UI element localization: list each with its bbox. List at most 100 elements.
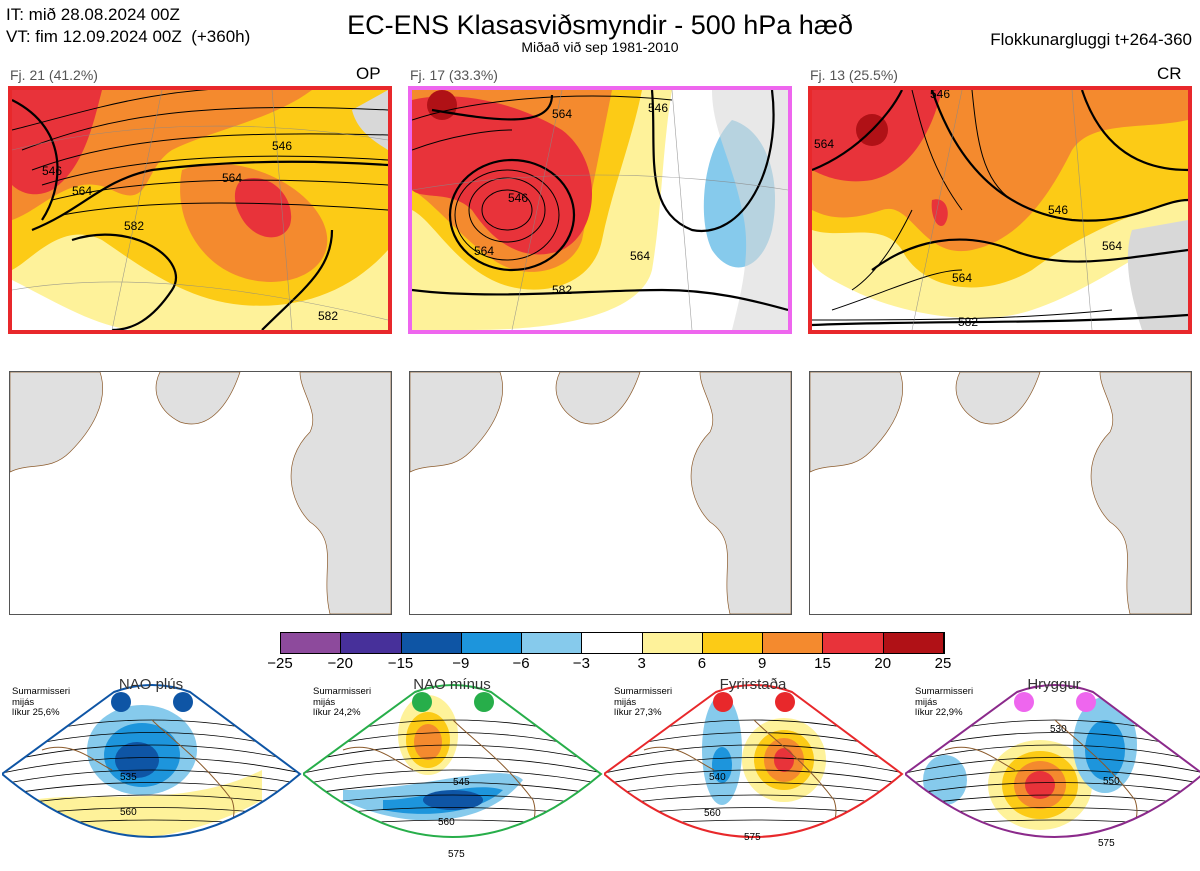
- regime-info-line: mijás: [614, 696, 637, 708]
- contour-label: 546: [930, 90, 950, 101]
- regime-title: NAO plús: [118, 676, 184, 693]
- classification-window: Flokkunargluggi t+264-360: [990, 30, 1192, 49]
- regime-panel: 545 560 575 NAO mínus Sumarmisseri mijás líkur…: [303, 676, 603, 870]
- regime-indicator-dot: [412, 692, 432, 712]
- regime-indicator-dot: [1076, 692, 1096, 712]
- regime-map: 530 550 575: [905, 684, 1200, 849]
- colorbar-tick-label: −25: [267, 655, 293, 672]
- colorbar-swatch: [642, 633, 703, 653]
- valid-time: VT: fim 12.09.2024 00Z (+360h): [6, 27, 251, 46]
- contour-label: 582: [958, 315, 978, 329]
- regime-map: 545 560 575: [303, 684, 603, 860]
- contour-label: 546: [272, 139, 292, 153]
- header-info: IT: mið 28.08.2024 00Z VT: fim 12.09.202…: [6, 4, 250, 48]
- regime-contour-label: 545: [453, 777, 470, 788]
- colorbar-tick-label: −15: [387, 655, 414, 672]
- colorbar-tick-label: −9: [452, 655, 470, 672]
- contour-label: 564: [552, 107, 572, 121]
- colorbar-swatch: [401, 633, 462, 653]
- regime-contour-label: 575: [448, 849, 465, 860]
- regime-contour-label: 575: [744, 832, 761, 843]
- regime-contour-label: 560: [704, 808, 721, 819]
- regime-panel: 540 560 575 Fyrirstaða Sumarmisseri mijás líku…: [604, 676, 904, 870]
- regime-contour-label: 560: [120, 807, 137, 818]
- empty-map-panel-1: [9, 371, 392, 615]
- colorbar-tick-label: 6: [697, 655, 707, 672]
- regime-title: Fyrirstaða: [719, 676, 787, 693]
- colorbar-tick-label: −3: [572, 655, 590, 672]
- regime-info-line: líkur 27,3%: [614, 707, 662, 718]
- regime-contour-label: 540: [709, 772, 726, 783]
- page-subtitle: Miðað við sep 1981-2010: [521, 39, 679, 55]
- contour-label: 546: [508, 191, 528, 205]
- empty-map-panel-2: [409, 371, 792, 615]
- colorbar-swatch: [341, 633, 402, 653]
- regime-indicator-dot: [713, 692, 733, 712]
- regime-info-line: líkur 25,6%: [12, 707, 60, 718]
- cluster-3-label: Fj. 13 (25.5%): [810, 67, 898, 83]
- regime-indicator-dot: [173, 692, 193, 712]
- cluster-2-label: Fj. 17 (33.3%): [410, 67, 498, 83]
- colorbar-swatch: [823, 633, 884, 653]
- colorbar-swatch: [281, 633, 342, 653]
- regime-info-line: Sumarmisseri: [915, 686, 974, 697]
- regime-info-line: líkur 24,2%: [313, 707, 361, 718]
- regime-map: 540 560 575: [604, 684, 904, 843]
- regime-info: Sumarmisseri mijás líkur 25,6%: [12, 686, 71, 719]
- contour-label: 564: [814, 137, 834, 151]
- regime-info-line: Sumarmisseri: [313, 686, 372, 697]
- colorbar-tick-label: 20: [874, 655, 892, 672]
- colorbar-tick-label: 15: [814, 655, 831, 672]
- empty-map-panel-3: [809, 371, 1192, 615]
- regime-title: Hryggur: [1027, 676, 1081, 693]
- colorbar: [280, 632, 945, 654]
- contour-label: 582: [552, 283, 572, 297]
- regime-info-line: Sumarmisseri: [614, 686, 673, 697]
- colorbar-tick-label: 3: [637, 655, 646, 672]
- cluster-3-tag: CR: [1157, 64, 1182, 83]
- contour-label: 546: [42, 164, 62, 178]
- regime-indicator-dot: [775, 692, 795, 712]
- contour-label: 564: [630, 249, 650, 263]
- contour-label: 546: [1048, 203, 1068, 217]
- cluster-1-map: 546 564 582 546 564 582: [8, 86, 392, 334]
- colorbar-tick-label: 9: [758, 655, 767, 672]
- colorbar-swatch: [522, 633, 583, 653]
- contour-label: 564: [1102, 239, 1122, 253]
- colorbar-swatch: [582, 633, 643, 653]
- page-title: EC-ENS Klasasviðsmyndir - 500 hPa hæð: [347, 10, 853, 40]
- regime-info: Sumarmisseri mijás líkur 22,9%: [915, 686, 974, 719]
- regime-indicator-dot: [111, 692, 131, 712]
- regime-info-line: mijás: [915, 696, 938, 708]
- colorbar-tick-label: 25: [934, 655, 952, 672]
- initial-time: IT: mið 28.08.2024 00Z: [6, 5, 180, 24]
- regime-panel: 535 560 NAO plús Sumarmisseri mijás líkur 25,…: [2, 676, 302, 870]
- cluster-2-map: 564 546 546 564 564 582: [408, 86, 792, 334]
- regime-info-line: líkur 22,9%: [915, 707, 963, 718]
- regime-indicator-dot: [1014, 692, 1034, 712]
- regime-contour-label: 535: [120, 772, 137, 783]
- regime-info-line: mijás: [313, 696, 336, 708]
- contour-label: 564: [72, 184, 92, 198]
- regime-indicator-dot: [474, 692, 494, 712]
- regime-contour-label: 550: [1103, 776, 1120, 787]
- contour-label: 564: [222, 171, 242, 185]
- colorbar-tick-label: −20: [327, 655, 353, 672]
- colorbar-swatch: [461, 633, 523, 653]
- contour-label: 564: [474, 244, 494, 258]
- regime-title: NAO mínus: [413, 676, 491, 693]
- contour-label: 546: [648, 101, 668, 115]
- cluster-3-map: 546 564 546 564 564 582: [808, 86, 1192, 334]
- cluster-1-label: Fj. 21 (41.2%): [10, 67, 98, 83]
- regime-info-line: Sumarmisseri: [12, 686, 71, 697]
- regime-panel: 530 550 575 Hryggur Sumarmisseri mijás líkur 2…: [905, 676, 1200, 870]
- regime-info: Sumarmisseri mijás líkur 27,3%: [614, 686, 673, 719]
- colorbar-swatch: [763, 633, 824, 653]
- regime-map: 535 560: [2, 684, 302, 838]
- contour-label: 582: [318, 309, 338, 323]
- regime-contour-label: 560: [438, 817, 455, 828]
- colorbar-swatch: [883, 633, 944, 653]
- contour-label: 564: [952, 271, 972, 285]
- regime-info: Sumarmisseri mijás líkur 24,2%: [313, 686, 372, 719]
- contour-label: 582: [124, 219, 144, 233]
